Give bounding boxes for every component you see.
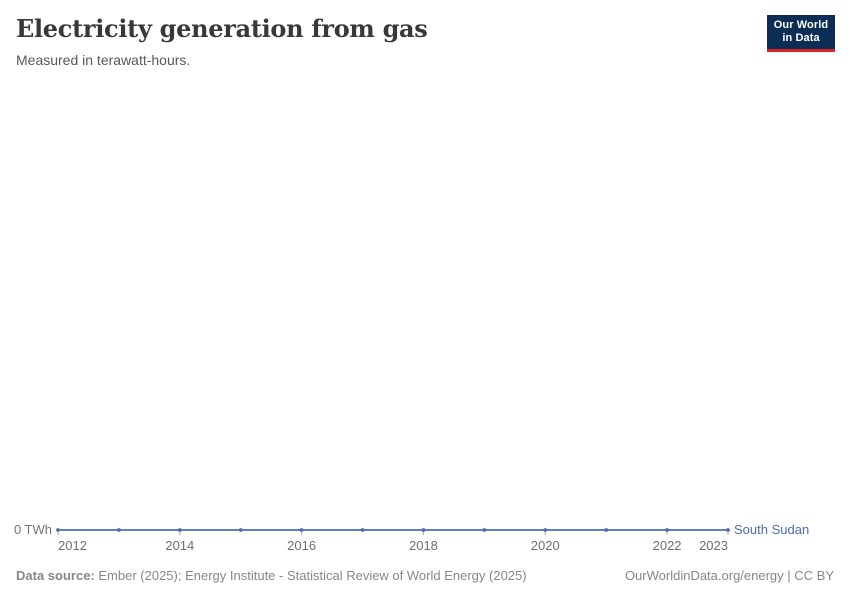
owid-logo-text-line2: in Data [782, 32, 820, 44]
chart-subtitle: Measured in terawatt-hours. [16, 52, 191, 68]
owid-logo-text-line1: Our World [773, 19, 829, 31]
owid-url-license-link[interactable]: OurWorldinData.org/energy | CC BY [624, 568, 834, 583]
x-axis-label-2014: 2014 [165, 538, 195, 553]
x-axis-label-2020: 2020 [530, 538, 560, 553]
x-axis-label-2016: 2016 [287, 538, 317, 553]
series-label-south-sudan[interactable]: South Sudan [734, 522, 810, 537]
y-axis-zero-label: 0 TWh [13, 522, 52, 537]
x-axis-label-2018: 2018 [408, 538, 438, 553]
chart-footer: Data source: Ember (2025); Energy Instit… [16, 568, 834, 584]
x-axis-label-2023: 2023 [699, 538, 728, 553]
owid-logo[interactable]: Our World in Data [767, 15, 835, 52]
data-source-label: Data source: [16, 568, 95, 583]
page-title: Electricity generation from gas [16, 14, 428, 43]
x-axis-label-2022: 2022 [652, 538, 682, 553]
x-axis: 2012 2014 2016 2018 2020 2022 2023 [0, 538, 850, 554]
data-source-note: Data source: Ember (2025); Energy Instit… [16, 568, 527, 584]
data-source-text: Ember (2025); Energy Institute - Statist… [98, 568, 527, 583]
x-axis-label-2012: 2012 [58, 538, 87, 553]
